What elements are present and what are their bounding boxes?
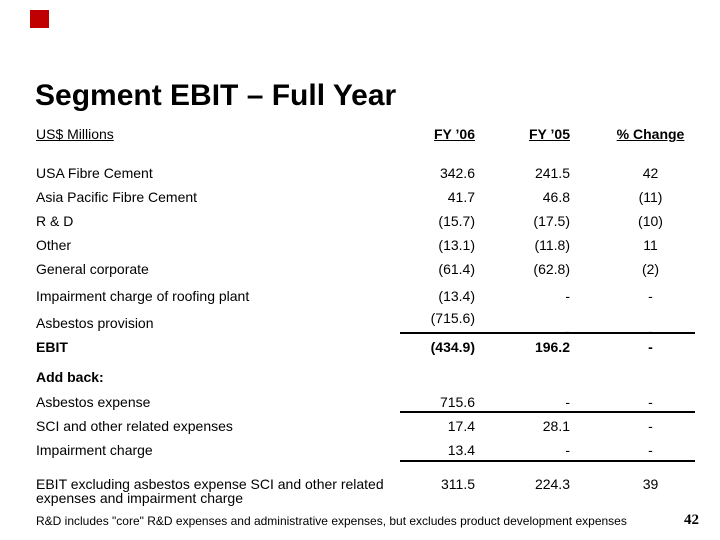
row-label: SCI and other related expenses xyxy=(36,418,233,434)
row-value-change: - xyxy=(648,339,653,355)
row-value-fy05: (11.8) xyxy=(534,237,570,253)
row-value-fy06: 715.6 xyxy=(439,394,475,410)
row-value-fy06: (13.4) xyxy=(438,288,475,304)
row-value-fy06: (13.1) xyxy=(438,237,475,253)
row-value-change: - xyxy=(648,394,653,410)
row-value-fy05: 241.5 xyxy=(534,165,570,181)
row-value-change: 11 xyxy=(643,237,658,253)
row-label: Impairment charge xyxy=(36,442,153,458)
row-value-change: (10) xyxy=(638,213,663,229)
row-value-change: 42 xyxy=(642,165,659,181)
row-value-change: 39 xyxy=(642,476,659,492)
row-label: Asia Pacific Fibre Cement xyxy=(36,189,198,205)
row-value-change: (2) xyxy=(641,261,660,277)
row-value-fy06: 41.7 xyxy=(447,189,475,205)
table-rule-above-ebit xyxy=(400,332,695,334)
row-label: Add back: xyxy=(36,369,104,385)
row-label: USA Fibre Cement xyxy=(36,165,153,181)
table-rule-below-asbestos-expense xyxy=(400,411,695,413)
row-label: EBIT xyxy=(36,339,68,355)
slide-accent-square xyxy=(30,10,49,28)
slide-title: Segment EBIT – Full Year xyxy=(35,79,397,112)
row-value-fy05: 196.2 xyxy=(534,339,570,355)
row-value-fy06: (15.7) xyxy=(438,213,475,229)
row-value-fy05: 46.8 xyxy=(542,189,570,205)
row-value-fy05: (17.5) xyxy=(533,213,570,229)
column-header-units: US$ Millions xyxy=(36,126,114,142)
row-value-fy06: 311.5 xyxy=(441,476,475,492)
row-label: Other xyxy=(36,237,72,253)
row-value-fy05: - xyxy=(565,442,570,458)
row-value-change: (11) xyxy=(638,189,663,205)
row-label: EBIT excluding asbestos expense SCI and … xyxy=(36,476,384,506)
row-value-fy05: - xyxy=(565,394,570,410)
row-value-fy06: 342.6 xyxy=(439,165,475,181)
column-header-change: % Change xyxy=(616,126,685,142)
row-value-fy05: - xyxy=(565,323,570,339)
row-value-change: - xyxy=(648,323,653,339)
row-label: R & D xyxy=(36,213,74,229)
slide-footnote: R&D includes "core" R&D expenses and adm… xyxy=(36,514,627,528)
table-rule-below-impairment-charge xyxy=(400,460,695,462)
row-value-change: - xyxy=(648,288,653,304)
page-number: 42 xyxy=(684,512,699,528)
row-label: Asbestos provision xyxy=(36,315,154,331)
row-value-fy06: 13.4 xyxy=(447,442,475,458)
row-value-change: - xyxy=(648,418,653,434)
row-value-fy06: (715.6) xyxy=(430,310,475,326)
row-value-fy06: 17.4 xyxy=(447,418,475,434)
row-value-fy05: 224.3 xyxy=(534,476,570,492)
row-label: Impairment charge of roofing plant xyxy=(36,288,250,304)
row-label: General corporate xyxy=(36,261,149,277)
row-value-fy06: (434.9) xyxy=(430,339,475,355)
row-label: Asbestos expense xyxy=(36,394,151,410)
row-value-fy06: (61.4) xyxy=(438,261,475,277)
row-value-fy05: - xyxy=(565,288,570,304)
column-header-fy06: FY ’06 xyxy=(434,126,475,142)
row-value-fy05: (62.8) xyxy=(533,261,570,277)
row-value-fy05: 28.1 xyxy=(542,418,570,434)
row-value-change: - xyxy=(648,442,653,458)
column-header-fy05: FY ’05 xyxy=(529,126,570,142)
